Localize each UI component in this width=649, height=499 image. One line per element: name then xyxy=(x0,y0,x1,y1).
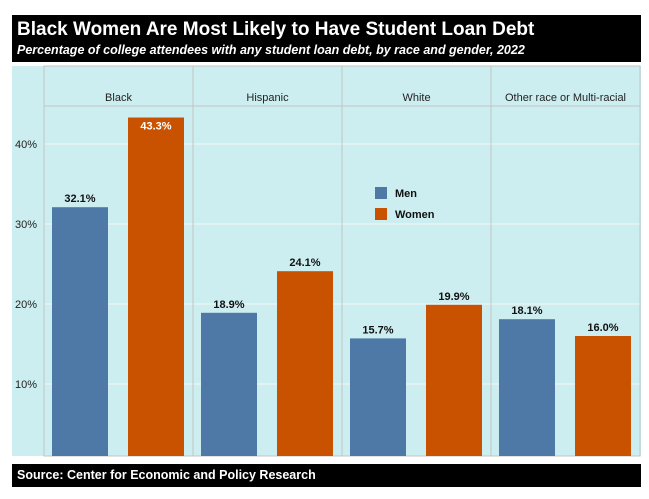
legend-label: Men xyxy=(395,188,417,200)
bar-women xyxy=(128,117,184,456)
legend-swatch-men xyxy=(375,187,387,199)
chart-subtitle: Percentage of college attendees with any… xyxy=(17,43,525,57)
source-text: Source: Center for Economic and Policy R… xyxy=(17,468,316,482)
category-label: White xyxy=(402,92,430,104)
chart-title: Black Women Are Most Likely to Have Stud… xyxy=(17,19,535,40)
y-tick-label: 10% xyxy=(15,379,37,391)
bar-men xyxy=(52,207,108,456)
category-label: Black xyxy=(105,92,132,104)
bar-men xyxy=(350,338,406,456)
data-label: 19.9% xyxy=(438,291,469,303)
bar-women xyxy=(277,271,333,456)
panel-border xyxy=(490,65,641,457)
bar-men xyxy=(499,319,555,456)
y-tick-label: 20% xyxy=(15,299,37,311)
bar-women xyxy=(426,304,482,456)
chart-header: Black Women Are Most Likely to Have Stud… xyxy=(12,15,641,62)
bar-women xyxy=(575,336,631,456)
legend-swatch-women xyxy=(375,208,387,220)
bar-men xyxy=(201,312,257,456)
category-label: Other race or Multi-racial xyxy=(505,92,626,104)
source-footer: Source: Center for Economic and Policy R… xyxy=(12,464,641,487)
data-label: 18.9% xyxy=(213,299,244,311)
data-label: 43.3% xyxy=(140,121,171,133)
y-tick-label: 40% xyxy=(15,139,37,151)
data-label: 24.1% xyxy=(289,257,320,269)
data-label: 32.1% xyxy=(64,193,95,205)
data-label: 16.0% xyxy=(587,322,618,334)
y-tick-label: 30% xyxy=(15,219,37,231)
legend-label: Women xyxy=(395,209,435,221)
category-label: Hispanic xyxy=(246,92,289,104)
data-label: 18.1% xyxy=(511,305,542,317)
data-label: 15.7% xyxy=(362,324,393,336)
label-background xyxy=(128,117,184,134)
